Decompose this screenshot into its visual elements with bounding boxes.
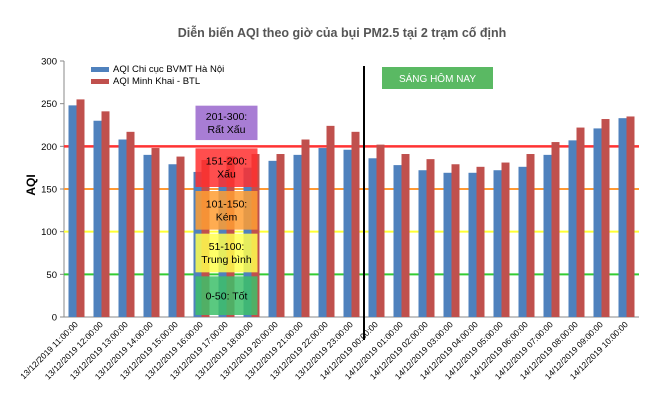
bar-s1-8 [268,160,277,317]
band-label-4-level: Rất Xấu [208,124,246,136]
band-box-1 [195,233,258,273]
y-tick-label: 100 [41,227,57,238]
bar-s1-4 [168,164,177,317]
band-label-2-level: Kém [216,211,238,223]
bar-s2-14 [426,159,435,317]
band-box-4 [195,105,258,141]
y-tick-label: 50 [46,270,57,281]
y-tick-label: 0 [52,313,57,324]
bar-s1-9 [293,154,302,317]
bar-s1-10 [318,148,327,317]
bar-s1-18 [518,166,527,317]
legend-swatch-1 [91,67,109,72]
bar-s1-1 [93,120,102,317]
band-label-2: 101-150: [206,198,247,210]
bar-s1-12 [368,158,377,317]
bar-s2-10 [326,125,335,317]
bars [68,99,635,318]
bar-s2-19 [551,142,560,317]
bar-s1-3 [143,154,152,317]
chart-title: Diễn biến AQI theo giờ của bụi PM2.5 tại… [178,25,507,40]
bar-s2-15 [451,164,460,317]
bar-s2-1 [101,111,110,317]
band-box-2 [195,191,258,230]
band-label-1-level: Trung bình [201,254,252,266]
bar-s1-16 [468,172,477,317]
y-axis-title: AQI [24,174,38,195]
bar-s2-0 [76,99,85,318]
legend-label-2: AQI Minh Khai - BTL [113,76,200,87]
y-tick-label: 150 [41,185,57,196]
bar-s1-20 [568,140,577,317]
bar-s1-21 [593,128,602,317]
bar-s2-11 [351,131,360,317]
legend-swatch-2 [91,79,109,84]
bar-s1-15 [443,172,452,317]
y-tick-label: 300 [41,57,57,68]
bar-s2-12 [376,144,385,317]
annotation-label: SÁNG HÔM NAY [399,72,476,85]
legend-label-1: AQI Chi cục BVMT Hà Nội [113,64,224,75]
bar-s1-19 [543,154,552,317]
bar-s2-3 [151,148,160,317]
aqi-bands: 0-50: Tốt 51-100:Trung bình 101-150:Kém 151… [195,105,258,315]
y-tick-label: 200 [41,142,57,153]
band-label-1: 51-100: [209,241,245,253]
band-box-3 [195,148,258,187]
band-label-3-level: Xấu [217,169,236,181]
bar-s2-17 [501,162,510,317]
bar-s2-20 [576,127,585,317]
bar-s1-14 [418,170,427,317]
bar-s2-9 [301,139,310,317]
bar-s1-0 [68,105,77,317]
bar-s2-13 [401,154,410,317]
bar-s2-18 [526,154,535,317]
bar-s2-2 [126,131,135,317]
band-label-0: 0-50: Tốt [206,291,248,303]
band-label-4: 201-300: [206,111,247,123]
bar-s2-21 [601,119,610,317]
bar-s1-11 [343,149,352,317]
bar-s1-22 [618,118,627,317]
band-box-0 [195,276,258,315]
bar-s1-2 [118,139,127,317]
annotation-box [382,67,493,89]
bar-s1-17 [493,170,502,317]
y-tick-label: 250 [41,99,57,110]
bar-s2-22 [626,116,635,317]
bar-s2-8 [276,154,285,317]
bar-s1-13 [393,165,402,317]
bar-s2-16 [476,166,485,317]
bar-s2-4 [176,156,185,317]
band-label-3: 151-200: [206,156,247,168]
